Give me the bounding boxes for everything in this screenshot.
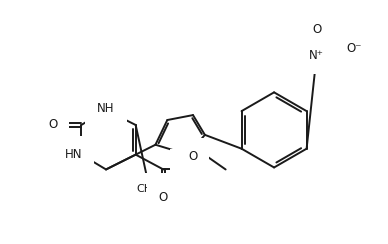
Text: O⁻: O⁻ — [346, 42, 362, 55]
Text: N⁺: N⁺ — [309, 49, 324, 62]
Text: O: O — [159, 191, 168, 204]
Text: O: O — [182, 161, 191, 174]
Text: O: O — [312, 23, 321, 36]
Text: HN: HN — [65, 148, 82, 161]
Text: NH: NH — [97, 102, 115, 115]
Text: O: O — [48, 119, 57, 132]
Text: O: O — [189, 150, 197, 163]
Text: CH₃: CH₃ — [136, 184, 157, 194]
